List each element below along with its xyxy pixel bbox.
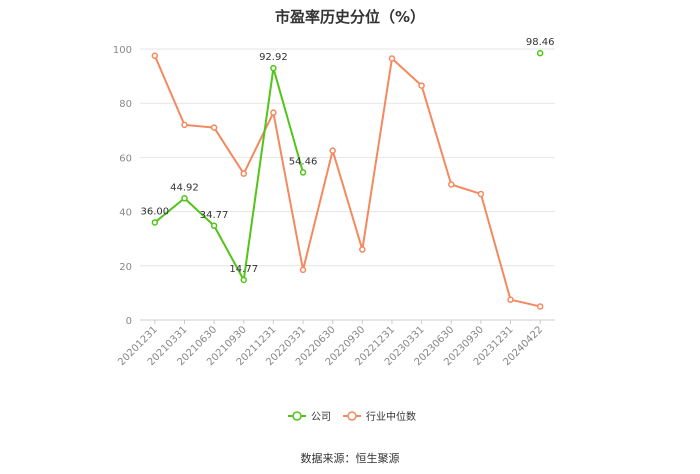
- y-tick-label: 0: [126, 316, 132, 327]
- data-point: [240, 170, 247, 177]
- y-tick-label: 20: [119, 262, 132, 273]
- data-label: 36.00: [141, 206, 170, 217]
- data-point: [388, 55, 396, 62]
- source-note: 数据来源：恒生聚源: [300, 452, 400, 465]
- legend-label: 行业中位数: [366, 410, 416, 423]
- data-point: [270, 64, 277, 72]
- data-point: [210, 124, 218, 131]
- data-point: [536, 49, 544, 57]
- data-label: 54.46: [289, 156, 318, 167]
- data-point: [507, 296, 514, 303]
- data-label: 34.77: [200, 210, 229, 221]
- data-point: [299, 169, 307, 176]
- legend-label: 公司: [311, 412, 331, 423]
- data-point: [210, 222, 218, 230]
- data-point: [151, 219, 159, 226]
- data-point: [477, 190, 485, 198]
- data-label: 44.92: [170, 182, 199, 193]
- chart-title: 市盈率历史分位（%）: [274, 8, 426, 26]
- y-tick-label: 40: [119, 208, 132, 219]
- y-tick-label: 60: [119, 153, 132, 164]
- data-point: [329, 147, 336, 154]
- data-label: 98.46: [526, 37, 555, 48]
- data-point: [299, 266, 307, 274]
- y-tick-label: 80: [119, 99, 132, 110]
- data-point: [448, 181, 455, 188]
- data-point: [418, 82, 425, 89]
- series-line: [154, 67, 304, 281]
- data-label: 92.92: [259, 52, 288, 63]
- legend-marker: [292, 411, 302, 421]
- data-point: [536, 303, 544, 310]
- data-point: [359, 246, 366, 253]
- data-point: [181, 195, 188, 202]
- data-label: 14.77: [229, 264, 258, 275]
- data-point: [240, 276, 247, 284]
- data-point: [270, 109, 277, 116]
- legend-marker: [347, 411, 357, 421]
- y-tick-label: 100: [113, 45, 132, 56]
- data-point: [151, 52, 159, 60]
- series-line: [153, 55, 541, 308]
- data-point: [181, 121, 188, 129]
